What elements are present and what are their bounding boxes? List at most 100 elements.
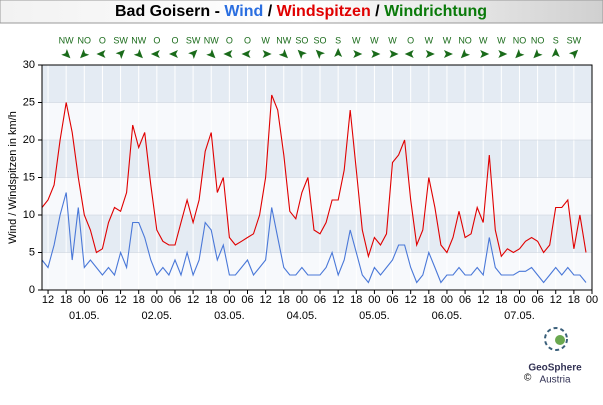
direction-label: O	[171, 35, 178, 45]
direction-arrow	[460, 49, 471, 59]
direction-label: W	[352, 35, 361, 45]
direction-label: O	[226, 35, 233, 45]
x-tick-label: 12	[187, 294, 199, 306]
y-tick-label: 20	[23, 134, 35, 146]
direction-arrow	[150, 50, 160, 58]
direction-label: NO	[458, 35, 472, 45]
title-part: Bad Goisern -	[115, 3, 224, 20]
x-tick-label: 06	[314, 294, 326, 306]
logo-text: Austria	[539, 375, 571, 386]
x-tick-label: 00	[586, 294, 598, 306]
direction-label: W	[388, 35, 397, 45]
date-label: 07.05.	[504, 310, 535, 322]
direction-label: SW	[567, 35, 582, 45]
x-tick-label: 18	[205, 294, 217, 306]
logo-icon	[544, 327, 568, 351]
band	[42, 177, 592, 215]
direction-label: W	[261, 35, 270, 45]
x-tick-label: 06	[96, 294, 108, 306]
direction-arrow	[315, 49, 325, 59]
title-part: /	[263, 3, 276, 20]
date-label: 05.05.	[359, 310, 390, 322]
date-label: 01.05.	[69, 310, 100, 322]
direction-arrow	[206, 49, 216, 59]
direction-label: NW	[276, 35, 291, 45]
x-tick-label: 18	[278, 294, 290, 306]
x-tick-label: 00	[78, 294, 90, 306]
direction-label: NW	[131, 35, 146, 45]
x-tick-label: 00	[368, 294, 380, 306]
direction-arrow	[61, 49, 71, 59]
x-tick-label: 18	[423, 294, 435, 306]
direction-arrow	[353, 50, 363, 58]
direction-arrow	[404, 50, 414, 58]
direction-arrow	[389, 50, 399, 58]
x-tick-label: 12	[260, 294, 272, 306]
x-tick-label: 06	[241, 294, 253, 306]
direction-label: SO	[314, 35, 327, 45]
direction-arrow	[533, 49, 543, 59]
x-tick-label: 12	[477, 294, 489, 306]
logo-icon	[555, 335, 565, 345]
direction-arrow	[443, 50, 453, 58]
direction-label: O	[244, 35, 251, 45]
x-tick-label: 00	[151, 294, 163, 306]
direction-label: W	[497, 35, 506, 45]
direction-label: SW	[113, 35, 128, 45]
direction-label: NO	[513, 35, 527, 45]
direction-arrow	[551, 48, 560, 57]
direction-label: NW	[59, 35, 74, 45]
direction-arrow	[188, 49, 198, 59]
x-tick-label: 18	[350, 294, 362, 306]
direction-arrow	[168, 50, 178, 58]
direction-label: O	[407, 35, 414, 45]
direction-arrow	[241, 50, 251, 58]
direction-arrow	[96, 50, 106, 58]
band	[42, 252, 592, 290]
direction-arrow	[115, 49, 125, 59]
series-line	[41, 192, 587, 284]
x-tick-label: 06	[169, 294, 181, 306]
x-tick-label: 06	[386, 294, 398, 306]
title-part: Windspitzen	[277, 3, 371, 20]
direction-arrow	[133, 49, 143, 59]
x-tick-label: 00	[513, 294, 525, 306]
plot-frame	[41, 64, 593, 291]
x-tick-label: 12	[550, 294, 562, 306]
copyright: ©	[524, 373, 532, 384]
x-tick-label: 00	[296, 294, 308, 306]
y-tick-label: 5	[29, 246, 35, 258]
band	[42, 140, 592, 178]
direction-arrow	[480, 50, 490, 58]
x-tick-label: 18	[133, 294, 145, 306]
direction-label: W	[425, 35, 434, 45]
x-tick-label: 06	[459, 294, 471, 306]
date-label: 03.05.	[214, 310, 245, 322]
title-part: Windrichtung	[384, 3, 487, 20]
direction-label: SO	[295, 35, 308, 45]
title-part: Wind	[224, 3, 263, 20]
x-tick-label: 12	[42, 294, 54, 306]
band	[42, 215, 592, 253]
logo-text: GeoSphere	[528, 363, 582, 374]
direction-arrow	[568, 49, 579, 59]
direction-label: O	[153, 35, 160, 45]
y-tick-label: 15	[23, 171, 35, 183]
x-tick-label: 06	[531, 294, 543, 306]
band	[42, 65, 592, 103]
x-tick-label: 18	[568, 294, 580, 306]
x-tick-label: 00	[223, 294, 235, 306]
x-tick-label: 12	[114, 294, 126, 306]
direction-label: NO	[78, 35, 92, 45]
date-label: 04.05.	[287, 310, 318, 322]
direction-label: W	[479, 35, 488, 45]
band	[42, 102, 592, 140]
direction-arrow	[515, 49, 525, 59]
y-tick-label: 30	[23, 59, 35, 71]
title-bar	[0, 0, 603, 24]
x-tick-label: 00	[441, 294, 453, 306]
direction-label: O	[99, 35, 106, 45]
x-tick-label: 12	[332, 294, 344, 306]
